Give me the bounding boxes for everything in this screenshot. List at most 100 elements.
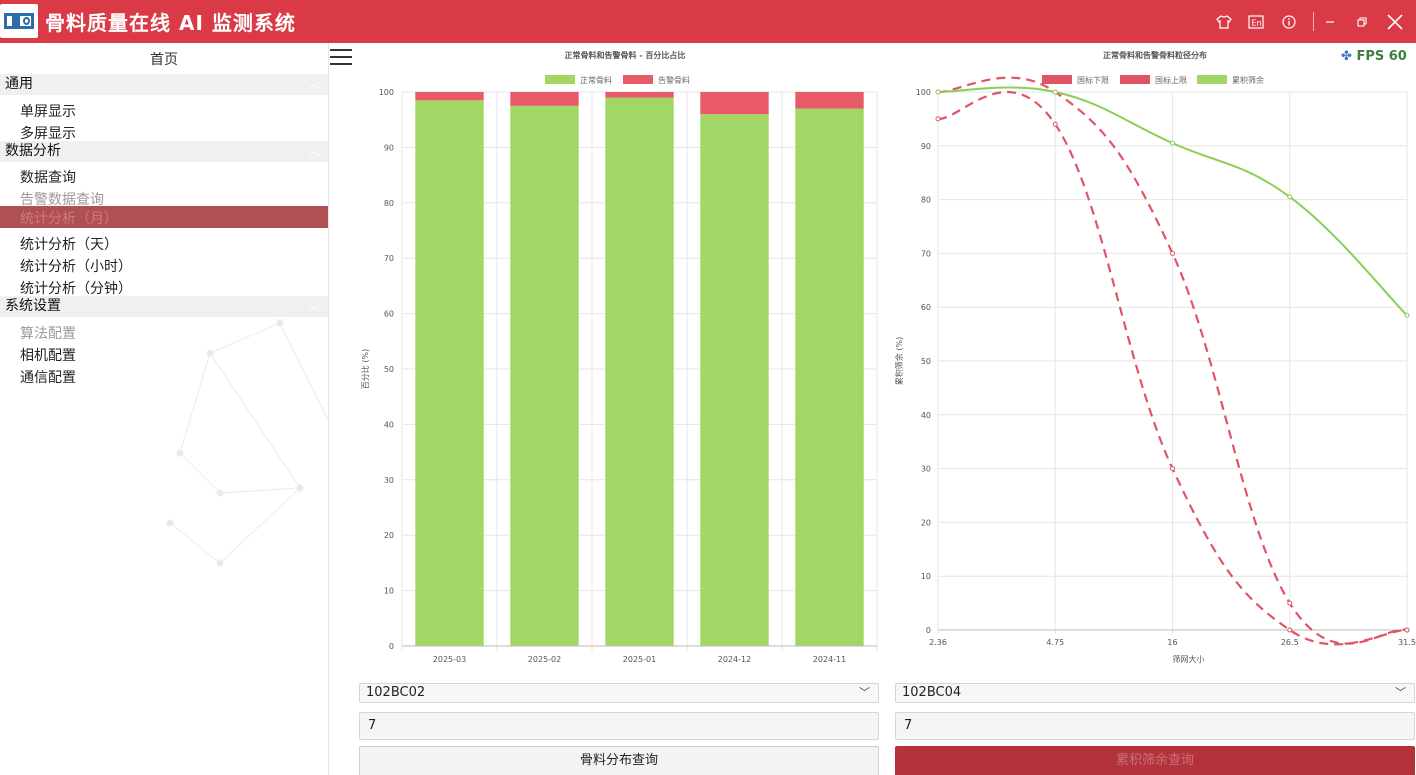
y-tick-label: 40 (384, 420, 394, 429)
shirt-icon[interactable] (1212, 10, 1236, 34)
y-tick-label: 10 (921, 572, 931, 581)
bar-告警骨料 (605, 92, 674, 98)
legend-label: 国标上限 (1155, 75, 1187, 85)
info-icon[interactable] (1277, 10, 1301, 34)
en-language-icon[interactable]: En (1244, 10, 1268, 34)
data-point (1052, 89, 1058, 95)
bar-正常骨料 (605, 97, 674, 647)
x-axis-label: 筛网大小 (1173, 654, 1205, 664)
y-tick-label: 60 (921, 303, 931, 312)
aggregate-distribution-query-button[interactable]: 骨料分布查询 (359, 746, 879, 775)
x-tick-label: 16 (1167, 638, 1177, 647)
pinwheel-icon: ✤ (1341, 49, 1352, 64)
bar-告警骨料 (415, 92, 484, 101)
data-point (1404, 627, 1410, 633)
sidebar-item-stats-hour[interactable]: 统计分析（小时） (20, 259, 132, 275)
y-tick-label: 20 (384, 531, 394, 540)
sidebar-item-data-query[interactable]: 数据查询 (20, 170, 76, 186)
bar-告警骨料 (700, 92, 769, 115)
y-tick-label: 80 (384, 199, 394, 208)
sidebar-item-camera-config[interactable]: 相机配置 (20, 348, 76, 364)
legend-label: 告警骨料 (658, 75, 690, 85)
data-point (935, 116, 941, 122)
sidebar-group-settings[interactable]: 系统设置 ︿ (0, 296, 328, 317)
bar-正常骨料 (795, 108, 864, 646)
y-tick-label: 10 (384, 587, 394, 596)
app-title: 骨料质量在线 AI 监测系统 (45, 11, 296, 35)
right-count-input[interactable]: 7 (895, 712, 1415, 740)
chevron-up-icon: ︿ (307, 77, 320, 91)
sidebar-item-multi-screen[interactable]: 多屏显示 (20, 126, 76, 142)
bar-正常骨料 (510, 105, 579, 647)
bar-告警骨料 (510, 92, 579, 106)
y-tick-label: 30 (921, 465, 931, 474)
data-point (1287, 627, 1293, 633)
restore-icon[interactable] (1350, 10, 1374, 34)
app-logo (0, 4, 38, 38)
sidebar-item-single-screen[interactable]: 单屏显示 (20, 104, 76, 120)
data-point (935, 89, 941, 95)
series-line-国标上限 (937, 76, 1408, 645)
sidebar-item-stats-minute[interactable]: 统计分析（分钟） (20, 281, 132, 297)
y-tick-label: 0 (389, 642, 394, 651)
y-tick-label: 90 (384, 143, 394, 152)
sidebar-group-general[interactable]: 通用 ︿ (0, 74, 328, 95)
x-tick-label: 4.75 (1046, 638, 1064, 647)
bar-chart: 正常骨料 告警骨料 0 10 20 30 40 50 60 70 80 90 100 百分比 (%) 202… (360, 75, 878, 664)
y-tick-label: 100 (916, 88, 931, 97)
chevron-down-icon: ﹀ (1395, 686, 1406, 699)
background-network-pattern (166, 319, 328, 567)
y-tick-label: 50 (921, 357, 931, 366)
y-tick-label: 90 (921, 142, 931, 151)
data-point (1287, 194, 1293, 200)
y-axis-label: 百分比 (%) (360, 349, 370, 389)
right-device-select[interactable]: 102BC04 ﹀ (895, 683, 1415, 703)
legend-label: 正常骨料 (580, 75, 612, 85)
y-tick-label: 50 (384, 365, 394, 374)
sidebar-item-algorithm-config[interactable]: 算法配置 (20, 326, 76, 342)
sidebar-item-alarm-query[interactable]: 告警数据查询 (20, 192, 104, 208)
sidebar-group-label: 系统设置 (5, 298, 61, 314)
legend-label: 累积筛余 (1232, 75, 1264, 85)
sidebar-group-label: 数据分析 (5, 143, 61, 159)
chevron-up-icon: ︿ (307, 299, 320, 313)
data-point (1287, 600, 1293, 606)
legend-swatch (545, 75, 575, 84)
x-tick-label: 2025-03 (433, 655, 466, 664)
chevron-up-icon: ︿ (307, 144, 320, 158)
fps-indicator: ✤ FPS 60 (1341, 49, 1407, 64)
line-chart-legend: 国标下限 国标上限 累积筛余 (1042, 75, 1264, 85)
x-tick-label: 2025-02 (528, 655, 561, 664)
x-tick-label: 2024-11 (813, 655, 846, 664)
line-chart-title: 正常骨料和告警骨料粒径分布 (1103, 51, 1207, 60)
line-chart: 国标下限 国标上限 累积筛余 0 10 20 30 40 50 60 70 80 90 100 2.36 4.… (894, 75, 1416, 664)
y-tick-label: 60 (384, 310, 394, 319)
close-icon[interactable] (1383, 10, 1407, 34)
minimize-icon[interactable] (1318, 10, 1342, 34)
left-count-input[interactable]: 7 (359, 712, 879, 740)
cumulative-retained-query-button[interactable]: 累积筛余查询 (895, 746, 1415, 775)
series-line-国标下限 (937, 90, 1408, 646)
select-value: 102BC02 (366, 685, 426, 700)
left-device-select[interactable]: 102BC02 ﹀ (359, 683, 879, 703)
bar-chart-legend: 正常骨料 告警骨料 (545, 75, 690, 85)
sidebar-group-data-analysis[interactable]: 数据分析 ︿ (0, 141, 328, 162)
sidebar-item-stats-day[interactable]: 统计分析（天） (20, 237, 118, 253)
sidebar-item-comm-config[interactable]: 通信配置 (20, 370, 76, 386)
sidebar-item-stats-month[interactable]: 统计分析（月） (0, 206, 328, 228)
y-tick-label: 40 (921, 411, 931, 420)
title-bar: 骨料质量在线 AI 监测系统 En (0, 0, 1416, 43)
y-tick-label: 70 (384, 254, 394, 263)
data-point (1404, 312, 1410, 318)
x-tick-label: 2.36 (929, 638, 947, 647)
sidebar-home[interactable]: 首页 (150, 52, 178, 68)
y-axis-label: 累积筛余 (%) (894, 337, 904, 385)
legend-label: 国标下限 (1077, 75, 1109, 85)
x-tick-label: 31.5 (1398, 638, 1416, 647)
bar-正常骨料 (415, 100, 484, 646)
legend-swatch (623, 75, 653, 84)
y-tick-label: 70 (921, 249, 931, 258)
x-tick-label: 2024-12 (718, 655, 751, 664)
hamburger-menu-icon[interactable] (330, 49, 352, 67)
y-tick-label: 30 (384, 476, 394, 485)
